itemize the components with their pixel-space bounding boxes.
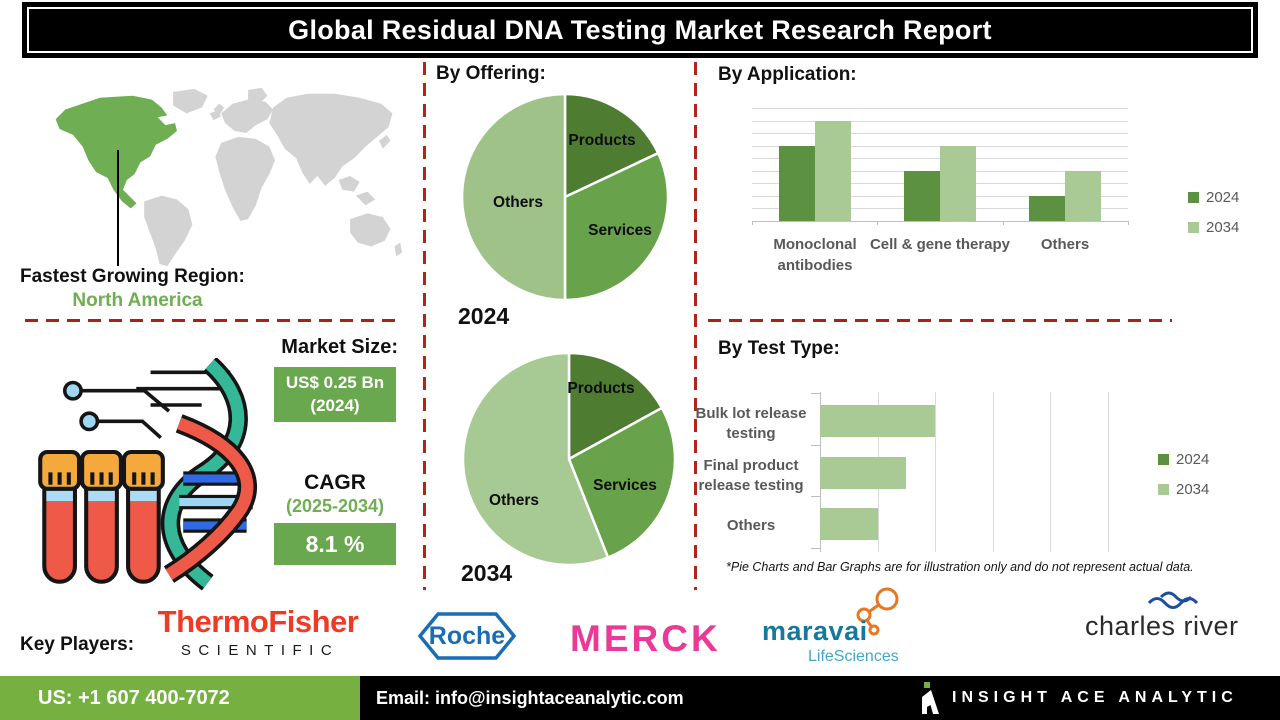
pie-slice-others [460, 92, 567, 302]
bar-2024-0 [779, 145, 815, 221]
maravai-wordmark: maravai [762, 616, 868, 646]
offering-pie-2034: Products Services Others [461, 351, 677, 567]
bar-2034-1 [820, 457, 907, 489]
maravai-molecule-icon [856, 587, 899, 636]
region-heading: Fastest Growing Region: [20, 266, 245, 287]
footer-contact-bar: Email: info@insightaceanalytic.com INSIG… [360, 676, 1280, 720]
pie-label-services: Services [593, 477, 657, 494]
circuit-lines-icon [62, 380, 171, 440]
page-title: Global Residual DNA Testing Market Resea… [288, 14, 992, 45]
application-bar-chart [752, 106, 1132, 226]
test-type-bar-chart [811, 392, 1110, 554]
insight-ace-brand: INSIGHT ACE ANALYTIC [918, 676, 1238, 720]
test-type-legend: 2024 2034 [1158, 451, 1209, 511]
legend-item-2024: 2024 [1158, 451, 1209, 468]
pie-year-2024: 2024 [458, 303, 510, 329]
category-cell-gene-therapy: Cell & gene therapy [869, 236, 1011, 253]
application-legend: 2024 2034 [1188, 189, 1239, 249]
maravai-lifesciences-wordmark: LifeSciences [808, 648, 899, 665]
bar-2024-1 [904, 170, 940, 221]
thermo-scientific-wordmark: SCIENTIFIC [180, 641, 340, 659]
bar-2034-0 [815, 120, 851, 221]
map-pointer-line [117, 150, 119, 266]
cagr-value-badge: 8.1 % [274, 523, 396, 565]
divider-horizontal-right [708, 319, 1172, 322]
category-final-product-release-testing: Final product release testing [698, 457, 804, 495]
test-type-section-heading: By Test Type: [718, 338, 840, 359]
legend-label-2024: 2024 [1176, 451, 1210, 468]
divider-vertical-left [423, 62, 426, 590]
pie-slice-services [567, 406, 677, 560]
legend-swatch-2024 [1188, 192, 1199, 203]
dna-test-tube-illustration [38, 358, 257, 591]
market-size-value: US$ 0.25 Bn [285, 372, 385, 392]
legend-item-2024: 2024 [1188, 189, 1239, 206]
pie-slice-services [563, 151, 670, 302]
category-others: Others [1040, 236, 1090, 253]
roche-logo: Roche [417, 610, 517, 662]
cagr-heading: CAGR [304, 471, 366, 494]
cagr-period: (2025-2034) [285, 496, 385, 516]
thermo-fisher-logo: ThermoFisher SCIENTIFIC [148, 604, 368, 659]
pie-chart-2034 [461, 351, 677, 567]
application-section-heading: By Application: [718, 64, 857, 85]
pie-slice-products [567, 351, 664, 462]
offering-section-heading: By Offering: [436, 63, 546, 84]
offering-pie-2024: Products Services Others [460, 92, 670, 302]
pie-chart-2024 [460, 92, 670, 302]
category-bulk-lot-release-testing: Bulk lot release testing [695, 405, 807, 443]
pie-label-products: Products [567, 380, 635, 397]
bar-2034-2 [1065, 170, 1101, 221]
pie-label-products: Products [568, 132, 636, 149]
charles-river-wordmark: charles river [1085, 611, 1239, 641]
category-monoclonal-antibodies: Monoclonal antibodies [773, 236, 857, 274]
key-players-heading: Key Players: [20, 634, 135, 655]
dna-helix-icon [160, 358, 257, 591]
divider-horizontal-left [25, 319, 395, 322]
legend-swatch-2024 [1158, 454, 1169, 465]
title-frame: Global Residual DNA Testing Market Resea… [27, 7, 1253, 53]
pie-label-others: Others [489, 492, 539, 509]
divider-vertical-right [694, 62, 697, 590]
title-bar: Global Residual DNA Testing Market Resea… [22, 2, 1258, 58]
region-value: North America [72, 290, 203, 311]
chart-disclaimer: *Pie Charts and Bar Graphs are for illus… [726, 560, 1194, 574]
legend-label-2024: 2024 [1206, 189, 1240, 206]
footer-phone-bar: US: +1 607 400-7072 [0, 676, 360, 720]
market-size-heading: Market Size: [281, 336, 398, 358]
roche-hexagon-icon [417, 612, 517, 660]
test-tubes-icon [38, 449, 165, 584]
legend-label-2034: 2034 [1206, 219, 1240, 236]
pie-label-services: Services [588, 222, 652, 239]
legend-item-2034: 2034 [1158, 481, 1209, 498]
bar-2034-0 [820, 405, 936, 437]
pie-label-others: Others [493, 194, 543, 211]
bar-2024-2 [1029, 195, 1065, 221]
charles-river-wave-icon [1147, 591, 1199, 609]
merck-logo: MERCK [570, 618, 721, 659]
insight-ace-logo-icon [922, 682, 939, 714]
bar-2034-2 [820, 508, 878, 540]
legend-label-2034: 2034 [1176, 481, 1210, 498]
market-size-year: (2024) [310, 395, 360, 415]
insight-ace-wordmark: INSIGHT ACE ANALYTIC [952, 689, 1238, 706]
email-address: Email: info@insightaceanalytic.com [376, 687, 684, 708]
thermo-fisher-wordmark: ThermoFisher [157, 604, 359, 639]
pie-year-2034: 2034 [461, 560, 513, 586]
pie-slice-others [461, 351, 610, 567]
north-america-region [55, 95, 177, 209]
legend-swatch-2034 [1158, 484, 1169, 495]
roche-wordmark: Roche [428, 621, 506, 650]
category-others: Others [726, 517, 776, 534]
phone-number: US: +1 607 400-7072 [38, 686, 230, 709]
pie-slice-products [563, 92, 660, 199]
map-other-regions [144, 87, 403, 267]
world-map [55, 87, 403, 267]
bar-2034-1 [940, 145, 976, 221]
legend-item-2034: 2034 [1188, 219, 1239, 236]
market-size-badge: US$ 0.25 Bn (2024) [274, 367, 396, 422]
legend-swatch-2034 [1188, 222, 1199, 233]
